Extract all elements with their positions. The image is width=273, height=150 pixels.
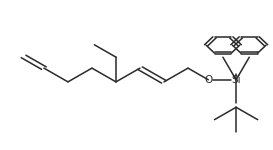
Text: Si: Si [231, 75, 241, 85]
Text: O: O [204, 75, 212, 85]
